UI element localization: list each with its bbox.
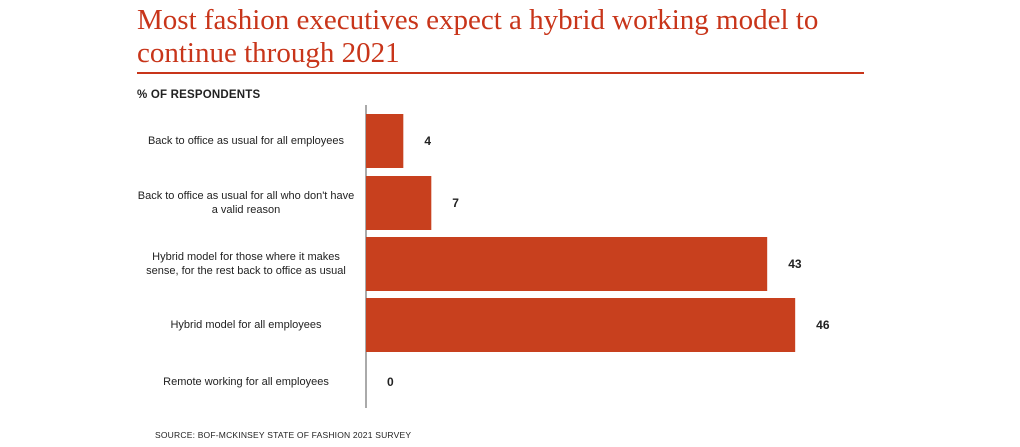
category-label-3: Hybrid model for those where it makes se… <box>146 251 346 277</box>
chart-title: Most fashion executives expect a hybrid … <box>137 4 819 69</box>
bar-4 <box>366 298 796 352</box>
bars-group <box>366 114 796 352</box>
category-label-5: Remote working for all employees <box>163 376 329 388</box>
category-label-2: Back to office as usual for all who don'… <box>137 190 355 216</box>
source-note: SOURCE: BOF-MCKINSEY STATE OF FASHION 20… <box>155 430 412 440</box>
value-label-2: 7 <box>452 196 459 210</box>
bar-1 <box>366 114 404 168</box>
chart-subtitle: % OF RESPONDENTS <box>137 89 261 101</box>
title-divider <box>137 72 864 74</box>
bar-2 <box>366 176 432 230</box>
category-label-1: Back to office as usual for all employee… <box>147 135 345 147</box>
value-label-3: 43 <box>788 257 802 271</box>
category-label-4: Hybrid model for all employees <box>170 319 322 331</box>
value-label-4: 46 <box>816 318 830 332</box>
value-label-1: 4 <box>424 134 431 148</box>
bar-3 <box>366 237 768 291</box>
value-label-5: 0 <box>387 375 394 389</box>
